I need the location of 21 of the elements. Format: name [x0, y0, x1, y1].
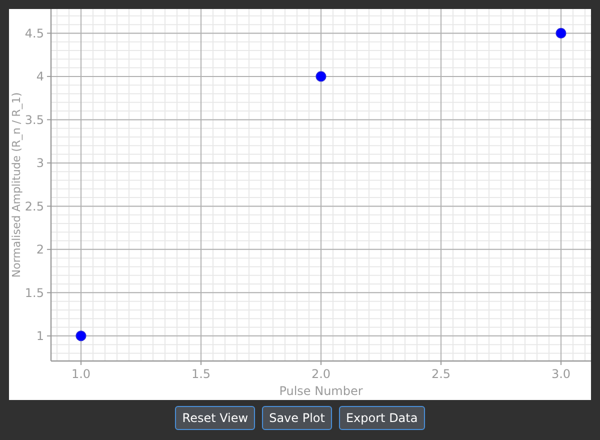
y-tick-label: 1: [36, 329, 44, 344]
x-tick-label: 3.0: [551, 367, 571, 381]
button[interactable]: Reset View: [175, 406, 256, 430]
x-tick-label: 2.0: [311, 367, 331, 381]
point: [76, 330, 86, 342]
button[interactable]: Export Data: [338, 406, 425, 430]
y-tick-label: 3: [36, 156, 44, 170]
x-axis-title: Pulse Number: [279, 384, 363, 398]
y-tick-label: 1.5: [24, 286, 44, 300]
x-tick-label: 1.0: [71, 367, 91, 381]
button[interactable]: Save Plot: [262, 406, 332, 430]
x-tick-label: 1.5: [191, 367, 211, 381]
y-axis-title: Normalised Amplitude (R_n / R_1): [10, 92, 23, 278]
y-tick-label: 4.5: [24, 26, 44, 40]
y-tick-label: 4: [36, 70, 44, 84]
y-tick-label: 2.5: [24, 199, 44, 214]
y-tick-label: 2: [36, 242, 44, 257]
x-tick-label: 2.5: [431, 367, 451, 381]
point: [556, 28, 566, 39]
y-tick-label: 3.5: [24, 112, 44, 127]
point: [316, 71, 326, 82]
